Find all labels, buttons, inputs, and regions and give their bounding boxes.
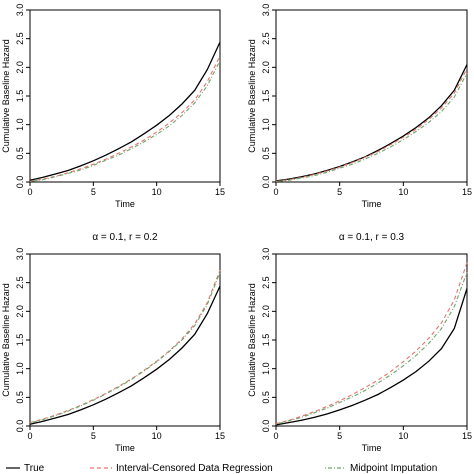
y-tick-label: 3.0 <box>15 248 25 261</box>
x-tick-label: 0 <box>27 431 32 441</box>
series-line-midpoint <box>29 60 221 182</box>
x-tick-label: 5 <box>337 431 342 441</box>
x-tick-label: 15 <box>462 187 472 197</box>
y-tick-label: 2.5 <box>261 276 271 289</box>
series-line-midpoint <box>275 272 468 425</box>
y-tick-label: 1.0 <box>15 362 25 375</box>
series-line-midpoint <box>275 72 468 182</box>
chart-panel-3: 0 5 10 15 0.0 0.5 1.0 1.5 2.0 2.5 3.0 Time Cumulativ… <box>1 232 225 453</box>
x-axis-label: Time <box>362 443 382 453</box>
x-tick-label: 10 <box>398 431 408 441</box>
y-tick-label: 3.0 <box>261 248 271 261</box>
legend-label-true: True <box>24 463 45 474</box>
chart-panel-4: 0 5 10 15 0.0 0.5 1.0 1.5 2.0 2.5 3.0 Time Cumulativ… <box>247 232 472 453</box>
x-tick-label: 0 <box>273 431 278 441</box>
y-tick-label: 1.5 <box>261 334 271 347</box>
x-axis-label: Time <box>115 199 135 209</box>
legend-label-midpoint: Midpoint Imputation <box>350 463 437 474</box>
legend: True Interval-Censored Data Regression M… <box>6 463 437 474</box>
y-tick-label: 2.0 <box>15 61 25 74</box>
series-line-interval-censored <box>275 68 468 182</box>
x-axis-label: Time <box>115 443 135 453</box>
series-line-midpoint <box>29 272 221 424</box>
x-tick-label: 0 <box>273 187 278 197</box>
y-axis-label: Cumulative Baseline Hazard <box>247 39 257 153</box>
y-tick-label: 1.0 <box>261 362 271 375</box>
x-tick-label: 0 <box>27 187 32 197</box>
x-tick-label: 15 <box>462 431 472 441</box>
y-tick-label: 3.0 <box>261 4 271 17</box>
y-tick-label: 1.5 <box>261 90 271 103</box>
y-tick-label: 1.0 <box>15 118 25 131</box>
series-line-true <box>275 64 468 182</box>
panel-title: α = 0.1, r = 0.2 <box>92 232 158 243</box>
x-tick-label: 5 <box>91 187 96 197</box>
y-tick-label: 0.0 <box>261 176 271 189</box>
y-axis-label: Cumulative Baseline Hazard <box>247 283 257 397</box>
y-tick-label: 0.0 <box>15 420 25 433</box>
y-tick-label: 0.0 <box>261 420 271 433</box>
series-line-interval-censored <box>275 262 468 425</box>
y-tick-label: 0.0 <box>15 176 25 189</box>
y-tick-label: 2.5 <box>15 32 25 45</box>
plot-frame <box>29 9 221 183</box>
x-tick-label: 15 <box>215 187 225 197</box>
y-tick-label: 2.0 <box>15 305 25 318</box>
x-tick-label: 5 <box>91 431 96 441</box>
y-axis-label: Cumulative Baseline Hazard <box>1 39 11 153</box>
legend-label-interval-censored: Interval-Censored Data Regression <box>116 463 273 474</box>
y-tick-label: 0.5 <box>261 391 271 404</box>
chart-panel-2: 0 5 10 15 0.0 0.5 1.0 1.5 2.0 2.5 3.0 Time Cumulativ… <box>247 4 472 209</box>
series-line-true <box>29 285 221 425</box>
y-tick-label: 1.5 <box>15 90 25 103</box>
y-tick-label: 3.0 <box>15 4 25 17</box>
y-tick-label: 2.0 <box>261 61 271 74</box>
x-tick-label: 10 <box>398 187 408 197</box>
series-line-true <box>275 288 468 426</box>
plot-frame <box>275 253 468 427</box>
y-tick-label: 1.0 <box>261 118 271 131</box>
plot-frame <box>29 253 221 427</box>
chart-panel-1: 0 5 10 15 0.0 0.5 1.0 1.5 2.0 2.5 3.0 Time Cumulativ… <box>1 4 225 209</box>
y-tick-label: 2.0 <box>261 305 271 318</box>
y-tick-label: 0.5 <box>15 147 25 160</box>
series-line-interval-censored <box>29 269 221 424</box>
y-axis-label: Cumulative Baseline Hazard <box>1 283 11 397</box>
x-tick-label: 15 <box>215 431 225 441</box>
x-axis-label: Time <box>362 199 382 209</box>
y-tick-label: 2.5 <box>15 276 25 289</box>
y-tick-label: 0.5 <box>15 391 25 404</box>
x-tick-label: 10 <box>152 431 162 441</box>
y-tick-label: 1.5 <box>15 334 25 347</box>
y-tick-label: 0.5 <box>261 147 271 160</box>
panel-title: α = 0.1, r = 0.3 <box>339 232 405 243</box>
series-line-true <box>29 41 221 181</box>
x-tick-label: 10 <box>152 187 162 197</box>
y-tick-label: 2.5 <box>261 32 271 45</box>
series-line-interval-censored <box>29 55 221 182</box>
x-tick-label: 5 <box>337 187 342 197</box>
